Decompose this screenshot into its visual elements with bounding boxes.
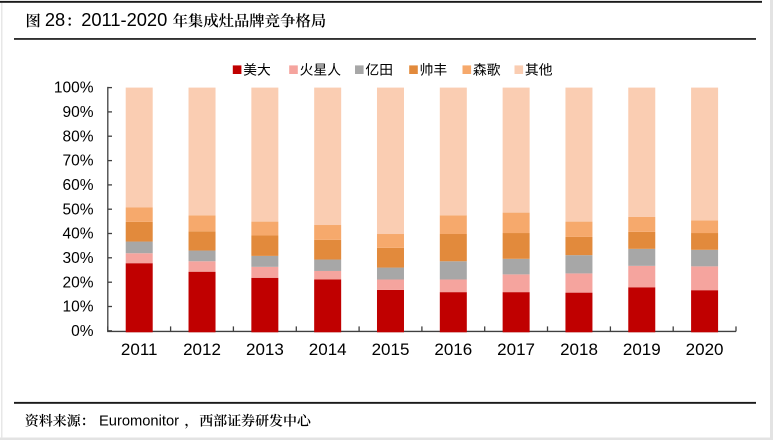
svg-text:2015: 2015 (372, 340, 410, 359)
svg-text:2020: 2020 (686, 340, 724, 359)
svg-text:2014: 2014 (309, 340, 347, 359)
svg-text:100%: 100% (54, 80, 94, 97)
svg-text:90%: 90% (62, 104, 93, 121)
svg-text:50%: 50% (62, 201, 93, 218)
svg-text:2012: 2012 (183, 340, 221, 359)
svg-text:2011: 2011 (121, 340, 158, 359)
svg-text:Euromonitor: Euromonitor (99, 414, 179, 430)
svg-text:2011-2020: 2011-2020 (81, 9, 167, 30)
svg-text:70%: 70% (62, 153, 93, 170)
svg-text:2016: 2016 (434, 340, 472, 359)
svg-text:0%: 0% (71, 323, 94, 340)
svg-text:2018: 2018 (560, 340, 598, 359)
svg-text:60%: 60% (62, 177, 93, 194)
svg-text:20%: 20% (62, 274, 93, 291)
svg-text:40%: 40% (62, 226, 93, 243)
svg-text:80%: 80% (62, 128, 93, 145)
svg-text:2019: 2019 (623, 340, 661, 359)
svg-text:2017: 2017 (497, 340, 535, 359)
svg-text:10%: 10% (62, 299, 93, 316)
svg-text:28: 28 (45, 9, 65, 30)
svg-text:2013: 2013 (246, 340, 284, 359)
svg-text:30%: 30% (62, 250, 93, 267)
